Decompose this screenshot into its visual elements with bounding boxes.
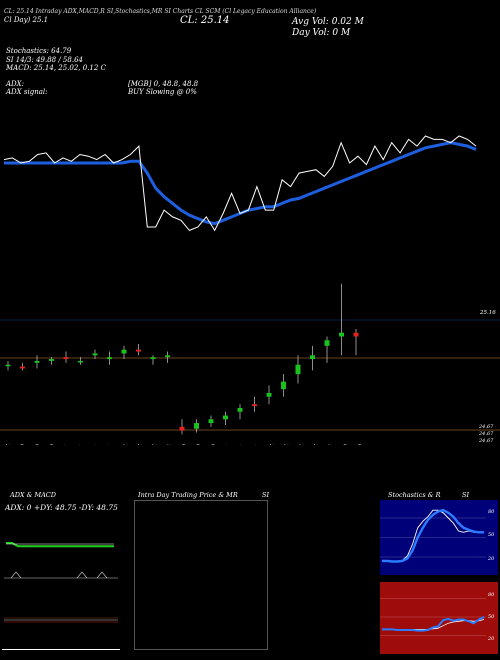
stoch-tick-80: 80 (488, 509, 495, 515)
stoch-d-line (382, 508, 484, 563)
candle-up (5, 364, 11, 367)
x-axis-date-label: 31 Jan (327, 444, 333, 445)
x-axis-date-label: 27 Jan (297, 443, 303, 445)
rsi-tick-20: 20 (488, 636, 495, 642)
candle-up (165, 355, 170, 358)
stochastics-value: Stochastics: 64.79 (6, 47, 72, 55)
x-axis-date-label: 29 Nov (4, 443, 10, 445)
x-axis-date-label: 17 Jan (253, 444, 259, 445)
candle-down (20, 366, 25, 369)
buy-signal: BUY Slowing @ 0% (128, 88, 197, 96)
candle-up (78, 360, 83, 363)
candle-up (34, 360, 40, 363)
macd-value: MACD: 25.14, 25.02, 0.12 C (6, 64, 106, 72)
last-price: CL: 25.14 (180, 15, 230, 26)
x-axis-date-label: 31 Dec (165, 444, 171, 445)
x-axis-date-label: 21 Jan (268, 443, 274, 445)
rsi-tick-50: 50 (488, 614, 495, 620)
adx-legend: ADX: 0 +DY: 48.75 -DY: 48.75 (5, 503, 118, 512)
x-axis-date-label: 03 Jan (180, 444, 186, 445)
price-chart: 29 Nov 02 Dec 04 Dec 08 Dec 10 Dec 12 Dec 16 D… (0, 135, 500, 445)
adx-spike (10, 571, 22, 579)
adx-values: [MGB] 0, 48.8, 48.8 (128, 80, 199, 88)
intraday-panel-title: Intra Day Trading Price & MR (138, 491, 238, 499)
price-line (3, 135, 477, 232)
candle-down (252, 404, 257, 407)
adx-spike (96, 571, 108, 579)
stoch-tick-20: 20 (488, 556, 495, 562)
adx-signal-label: ADX signal: (6, 88, 48, 96)
stoch-panel-si: SI (462, 491, 470, 499)
candle-up (121, 349, 127, 354)
candle-up (266, 392, 272, 397)
avg-volume: Avg Vol: 0.02 M (292, 17, 364, 27)
candle-up (208, 419, 214, 424)
x-axis-date-label: 12 Dec (77, 444, 83, 445)
x-axis-date-label: 06 Feb (356, 444, 362, 445)
candle-down (136, 349, 141, 352)
adx-panel: ADX: 0 +DY: 48.75 -DY: 48.75 (2, 500, 120, 650)
x-axis-date-label: 04 Dec (33, 444, 39, 445)
x-axis-date-label: 16 Dec (92, 444, 98, 445)
stoch-panel-title: Stochastics & R (388, 491, 441, 499)
price-axis-top: 25.16 (480, 310, 496, 316)
x-axis-date-label: 20 Dec (121, 443, 127, 445)
price-axis-1: 24.67 (479, 424, 494, 430)
x-axis-date-label: 09 Jan (209, 444, 215, 445)
candle-down (63, 357, 69, 360)
x-axis-date-label: 10 Dec (63, 444, 69, 445)
intraday-panel (134, 500, 268, 650)
candle-up (281, 381, 286, 390)
candle-up (310, 355, 315, 360)
adx-label: ADX: (6, 80, 25, 88)
adx-panel-title: ADX & MACD (10, 491, 56, 499)
candle-up (107, 357, 112, 360)
candle-up (92, 353, 98, 356)
rsi-panel: 80 50 20 (380, 582, 498, 654)
price-axis-2: 24.67 (479, 431, 494, 437)
x-axis-date-label: 02 Dec (19, 444, 25, 445)
rsi-tick-80: 80 (488, 592, 495, 598)
rsi-line (382, 616, 485, 632)
price-axis-3: 24.67 (479, 438, 494, 444)
x-axis-date-label: 24 Dec (136, 443, 142, 445)
x-axis-date-label: 23 Jan (283, 443, 289, 445)
x-axis-date-label: 07 Jan (195, 444, 201, 445)
chart-header-line: CL: 25.14 Intraday ADX,MACD,R SI,Stochas… (4, 8, 317, 15)
candle-up (49, 359, 54, 361)
candle-down (353, 332, 359, 337)
x-axis-date-label: 13 Jan (224, 444, 230, 445)
stoch-tick-50: 50 (488, 532, 495, 538)
x-axis-date-label: 08 Dec (48, 444, 54, 445)
candle-up (237, 408, 243, 412)
x-axis-date-label: 04 Feb (341, 444, 347, 445)
stochastics-panel: 80 50 20 (380, 500, 498, 575)
candle-down (179, 426, 185, 431)
candle-up (295, 364, 301, 375)
intraday-panel-si: SI (262, 491, 270, 499)
moving-average-line (4, 141, 477, 226)
x-axis-date-label: 29 Jan (312, 443, 318, 445)
candle-up (339, 332, 344, 337)
candle-up (150, 357, 156, 360)
candle-up (223, 415, 228, 420)
adx-line (6, 542, 114, 548)
candle-up (194, 423, 199, 429)
x-axis-date-label: 27 Dec (151, 443, 157, 445)
x-axis-date-label: 18 Dec (107, 444, 113, 445)
adx-spike (76, 571, 88, 579)
x-axis-date-label: 15 Jan (239, 444, 245, 445)
candle-up (324, 340, 330, 346)
si-value: SI 14/3: 49.88 / 58.64 (6, 56, 83, 64)
mini-day-label: Cl Day) 25.1 (4, 16, 49, 24)
day-volume: Day Vol: 0 M (292, 28, 351, 38)
